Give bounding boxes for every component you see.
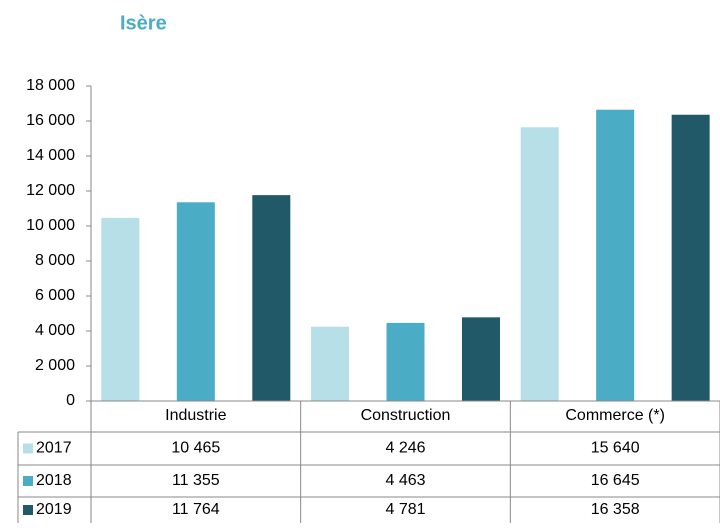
y-tick-label: 0 <box>66 392 75 409</box>
bar <box>386 322 425 401</box>
bar <box>671 114 710 402</box>
data-label: 16 645 <box>591 472 640 489</box>
bar <box>520 127 559 402</box>
legend-swatch <box>23 476 33 486</box>
bar <box>101 217 140 401</box>
data-label: 11 764 <box>172 501 220 518</box>
data-label: 10 465 <box>171 440 220 457</box>
y-tick-label: 4 000 <box>35 322 75 339</box>
y-tick-label: 14 000 <box>26 147 75 164</box>
legend-label: 2019 <box>36 501 72 518</box>
bar <box>311 326 350 401</box>
y-tick-label: 2 000 <box>35 357 75 374</box>
data-label: 15 640 <box>591 440 640 457</box>
y-tick-label: 8 000 <box>35 252 75 269</box>
y-tick-label: 16 000 <box>26 112 75 129</box>
legend-swatch <box>23 443 33 454</box>
y-tick-label: 18 000 <box>26 77 75 94</box>
x-tick-label: Industrie <box>165 407 226 424</box>
legend-swatch <box>23 505 33 515</box>
legend-label: 2017 <box>36 440 72 457</box>
bar <box>176 202 215 401</box>
y-tick-label: 6 000 <box>35 287 75 304</box>
legend-label: 2018 <box>36 472 72 489</box>
x-tick-label: Construction <box>361 407 451 424</box>
y-tick-label: 10 000 <box>26 217 75 234</box>
bar <box>461 317 500 401</box>
x-tick-label: Commerce (*) <box>565 407 665 424</box>
chart-title: Isère <box>120 12 167 34</box>
data-label: 16 358 <box>591 501 640 518</box>
data-label: 4 246 <box>385 440 425 457</box>
bar <box>252 195 291 401</box>
data-label: 4 781 <box>385 501 425 518</box>
y-tick-label: 12 000 <box>26 182 75 199</box>
bar <box>596 109 635 402</box>
data-label: 4 463 <box>385 472 425 489</box>
data-label: 11 355 <box>172 472 220 489</box>
